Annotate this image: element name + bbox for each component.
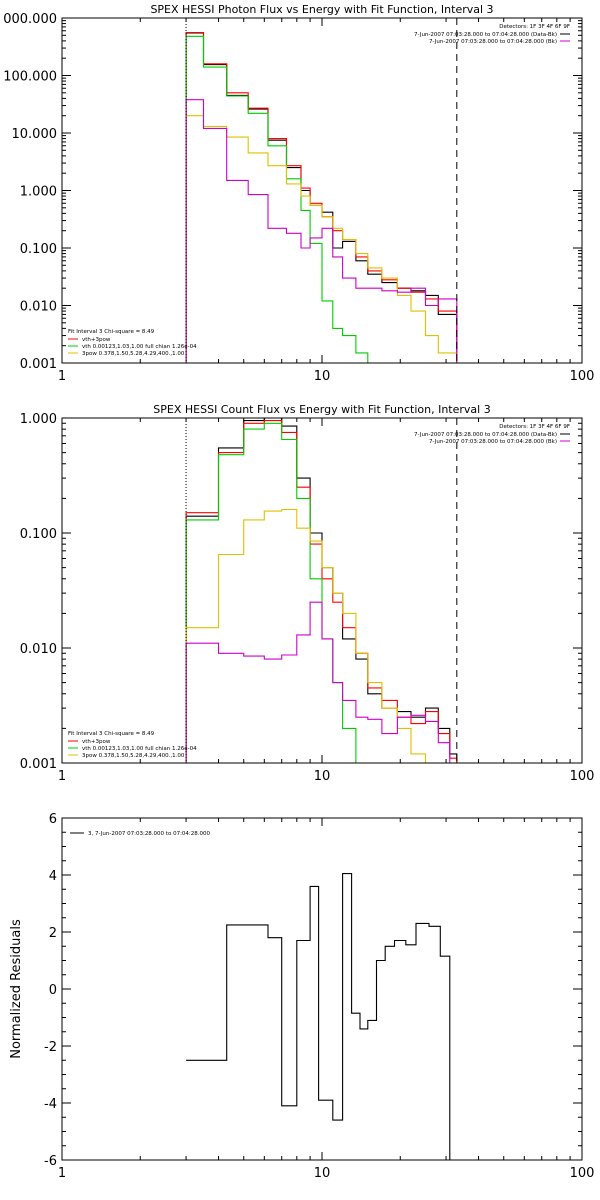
- y-axis-label: Normalized Residuals: [9, 919, 24, 1059]
- legend-bottom-left: Fit Interval 3 Chi-square = 8.49 vth+3po…: [68, 731, 197, 759]
- chart-title: SPEX HESSI Count Flux vs Energy with Fit…: [153, 403, 490, 416]
- y-tick-label: 0.001: [20, 757, 57, 772]
- chart-title: SPEX HESSI Photon Flux vs Energy with Fi…: [150, 3, 493, 16]
- photon-flux-panel: SPEX HESSI Photon Flux vs Energy with Fi…: [3, 3, 594, 384]
- series-layer: [186, 873, 457, 1161]
- y-tick-label: -6: [44, 1154, 57, 1169]
- y-tick-label: -2: [44, 1040, 57, 1055]
- series-layer: [185, 31, 467, 364]
- legend-entry: vth+3pow: [82, 337, 111, 343]
- series-step-line: [185, 99, 458, 363]
- series-step-line: [185, 35, 382, 364]
- legend-entry: vth 0.00123,1.03,1.00 full chian 1.26e-0…: [82, 746, 197, 752]
- reference-lines: [185, 418, 458, 763]
- y-tick-label: 0.001: [20, 357, 57, 372]
- x-tick-label: 100: [570, 369, 595, 384]
- x-tick-label: 1: [58, 369, 66, 384]
- reference-lines: [185, 18, 458, 363]
- series-step-line: [185, 508, 439, 764]
- y-tick-label: 6: [49, 812, 57, 827]
- y-tick-label: 10.000: [12, 127, 58, 142]
- y-tick-label: -4: [44, 1097, 57, 1112]
- legend-bottom-left: Fit Interval 3 Chi-square = 8.49 vth+3po…: [68, 329, 197, 357]
- count-flux-panel: SPEX HESSI Count Flux vs Energy with Fit…: [20, 403, 595, 784]
- legend-entry: 7-Jun-2007 07:03:28.000 to 07:04:28.000 …: [414, 32, 557, 38]
- legend-entry: 3pow 0.378,1.50,5.28,4.29,400.,1.00: [82, 753, 185, 759]
- y-tick-label: 4: [49, 869, 57, 884]
- series-step-line: [185, 115, 467, 364]
- plot-frame: [61, 417, 583, 764]
- legend-entry: vth+3pow: [82, 739, 111, 745]
- legend-detectors: Detectors: 1F 3F 4F 6F 9F: [499, 24, 570, 30]
- x-tick-label: 10: [314, 769, 331, 784]
- x-tick-label: 100: [570, 1166, 595, 1181]
- legend-top-right: Detectors: 1F 3F 4F 6F 9F 7-Jun-2007 07:…: [414, 424, 570, 445]
- y-tick-label: 000.000: [3, 12, 57, 27]
- y-tick-label: 1.000: [20, 185, 57, 200]
- y-tick-label: 0.100: [20, 242, 57, 257]
- y-tick-label: 100.000: [3, 70, 57, 85]
- residuals-panel: 1 10 100 -6 -4 -2 0 2 4 6 Normalized Residuals 3,…: [9, 812, 594, 1181]
- y-tick-label: 0.100: [20, 527, 57, 542]
- legend-entry: 7-Jun-2007 07:03:28.000 to 07:04:28.000 …: [429, 39, 557, 45]
- x-tick-label: 100: [570, 769, 595, 784]
- series-step-line: [185, 601, 451, 763]
- legend-entry: 7-Jun-2007 07:03:28.000 to 07:04:28.000 …: [429, 439, 557, 445]
- y-tick-label: 0.010: [20, 642, 57, 657]
- legend-detectors: Detectors: 1F 3F 4F 6F 9F: [499, 424, 570, 430]
- plot-frame: [61, 817, 583, 1161]
- legend-entry: 7-Jun-2007 07:03:28.000 to 07:04:28.000 …: [414, 432, 557, 438]
- y-tick-label: 0.010: [20, 300, 57, 315]
- x-tick-label: 1: [58, 769, 66, 784]
- y-tick-label: 1.000: [20, 412, 57, 427]
- x-tick-label: 1: [58, 1166, 66, 1181]
- legend-top-right: Detectors: 1F 3F 4F 6F 9F 7-Jun-2007 07:…: [414, 24, 570, 45]
- x-tick-label: 10: [314, 1166, 331, 1181]
- y-tick-label: 0: [49, 983, 57, 998]
- tick-layer: 1 10 100 0.001 0.010 0.100 1.000 10.000 100.000 0…: [3, 12, 594, 384]
- tick-layer: 1 10 100 -6 -4 -2 0 2 4 6: [44, 812, 594, 1181]
- tick-layer: 1 10 100 0.001 0.010 0.100 1.000: [20, 412, 595, 784]
- legend-entry: 3pow 0.378,1.50,5.28,4.29,400.,1.00: [82, 351, 185, 357]
- legend-top-left: 3, 7-Jun-2007 07:03:28.000 to 07:04:28.0…: [70, 831, 211, 837]
- legend-entry: 3, 7-Jun-2007 07:03:28.000 to 07:04:28.0…: [88, 831, 211, 837]
- legend-entry: vth 0.00123,1.03,1.00 full chian 1.26e-0…: [82, 344, 197, 350]
- legend-header: Fit Interval 3 Chi-square = 8.49: [68, 329, 155, 335]
- x-tick-label: 10: [314, 369, 331, 384]
- plot-frame: [61, 17, 583, 364]
- y-tick-label: 2: [49, 926, 57, 941]
- series-layer: [185, 417, 458, 764]
- legend-header: Fit Interval 3 Chi-square = 8.49: [68, 731, 155, 737]
- series-step-line: [186, 873, 457, 1161]
